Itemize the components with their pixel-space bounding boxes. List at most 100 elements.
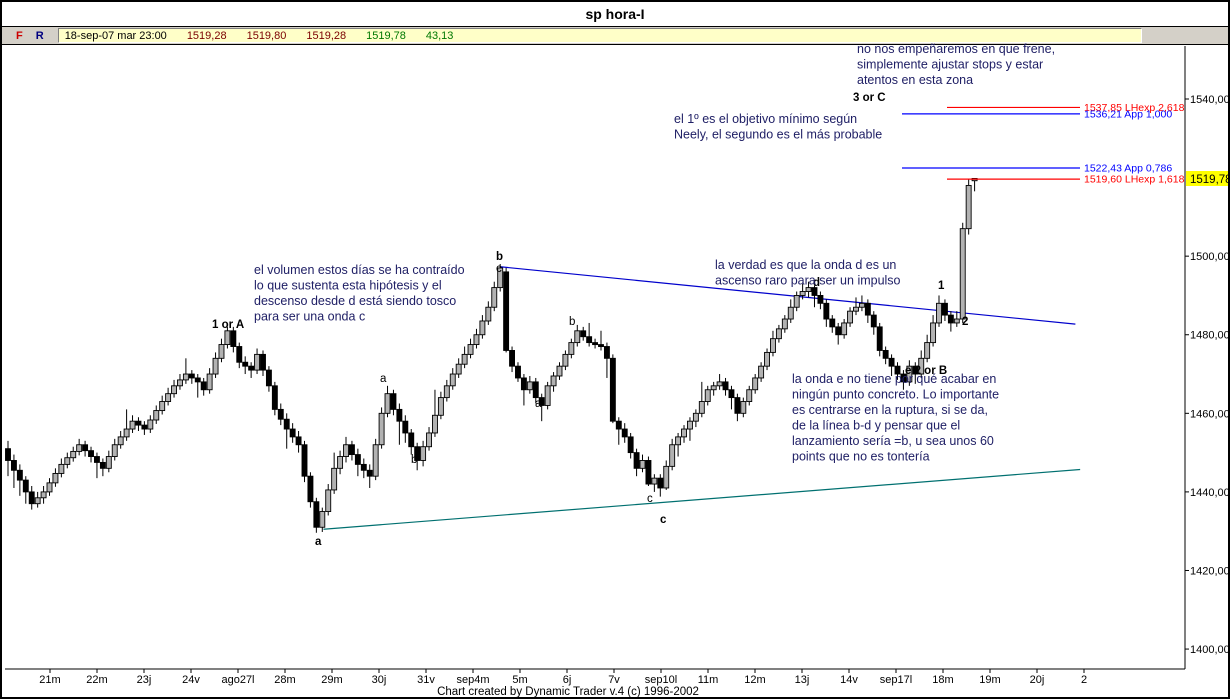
candle-body (182, 373, 189, 381)
candle-body (692, 412, 699, 422)
candle-body (770, 338, 776, 353)
candle-body (289, 428, 296, 438)
candle-body (52, 472, 59, 484)
r-button[interactable]: R (35, 29, 44, 42)
candle-body (432, 414, 438, 434)
x-tick-label: 29m (321, 674, 342, 686)
candle-body (817, 295, 824, 304)
candle-body (906, 365, 913, 383)
candle-body (603, 346, 610, 359)
candle-body (408, 432, 415, 448)
wave-label: 2 (962, 316, 968, 328)
candle-body (491, 287, 498, 308)
candle-body (520, 377, 527, 391)
candle-body (260, 353, 266, 371)
candle-body (651, 477, 658, 485)
candle-body (799, 291, 806, 296)
candle-body (99, 461, 106, 469)
quote-field-1: 1519,28 (186, 29, 227, 42)
candle-body (366, 469, 373, 477)
candle-body (390, 393, 397, 410)
candle-body (123, 428, 130, 438)
annotation-text: el volumen estos días se ha contraído lo … (254, 263, 465, 324)
candle-body (704, 389, 711, 402)
b-d-line (500, 266, 1076, 325)
candle-body (509, 350, 515, 367)
footer-credit: Chart created by Dynamic Trader v.4 (c) … (437, 686, 699, 698)
candle-body (129, 420, 136, 430)
candle-body (728, 389, 735, 399)
candle-body (515, 365, 521, 379)
wave-label: a (315, 536, 322, 548)
x-tick-label: 31v (417, 674, 435, 686)
y-tick-label: 1400,00 (1190, 644, 1230, 656)
candle-body (206, 373, 213, 391)
candle-body (34, 497, 41, 505)
candle-body (835, 326, 842, 336)
candle-body (805, 287, 812, 292)
candle-body (586, 336, 593, 344)
candle-body (200, 381, 207, 391)
candle-body (544, 385, 551, 406)
candle-body (598, 344, 604, 348)
candle-body (82, 444, 89, 452)
candle-body (236, 346, 243, 363)
candle-body (277, 408, 284, 420)
candle-body (864, 302, 871, 316)
y-tick-label: 1420,00 (1190, 565, 1230, 577)
f-button[interactable]: F (16, 29, 23, 42)
x-tick-label: 30j (372, 674, 387, 686)
candle-body (930, 322, 937, 344)
candle-body (722, 381, 729, 391)
candle-body (337, 456, 344, 469)
candle-body (953, 318, 960, 324)
candle-body (918, 357, 925, 375)
candle-body (165, 393, 172, 402)
candle-body (639, 460, 646, 469)
annotation-text: no nos empeñaremos en que frene, simpleme… (857, 42, 1055, 87)
candle-body (325, 489, 332, 512)
candle-body (853, 306, 859, 312)
candle-body (876, 326, 883, 351)
candle-body (58, 463, 65, 474)
candle-body (28, 491, 35, 505)
candle-body (437, 397, 444, 416)
candle-body (663, 465, 670, 489)
candle-body (301, 444, 308, 477)
candle-body (538, 397, 545, 406)
candle-body (455, 363, 462, 375)
quote-field-3: 1519,28 (306, 29, 347, 42)
candle-body (93, 456, 100, 463)
candle-body (947, 314, 954, 324)
candle-body (194, 377, 201, 383)
quote-field-2: 1519,80 (246, 29, 287, 42)
x-tick-label: 7v (608, 674, 620, 686)
candle-body (781, 318, 788, 330)
candle-body (645, 460, 652, 485)
wave-label: c (660, 514, 667, 526)
candle-body (473, 334, 480, 346)
candle-body (847, 310, 854, 324)
candle-body (218, 344, 225, 359)
y-tick-label: 1460,00 (1190, 408, 1230, 420)
candle-body (823, 302, 830, 320)
candle-body (111, 444, 118, 457)
candle-body (687, 420, 693, 430)
x-tick-label: 21m (39, 674, 60, 686)
candle-body (212, 357, 219, 375)
candle-body (343, 444, 349, 457)
x-tick-label: 20j (1030, 674, 1045, 686)
candle-body (467, 344, 474, 355)
candle-body (669, 444, 676, 467)
candle-body (147, 419, 154, 430)
y-tick-label: 1500,00 (1190, 251, 1230, 263)
candle-body (354, 454, 361, 465)
x-tick-label: 23j (137, 674, 152, 686)
annotation-text: la onda e no tiene por qué acabar en ning… (792, 372, 999, 464)
candle-body (894, 365, 901, 375)
candle-body (402, 420, 409, 434)
candle-body (135, 420, 142, 426)
candle-body (758, 365, 765, 379)
